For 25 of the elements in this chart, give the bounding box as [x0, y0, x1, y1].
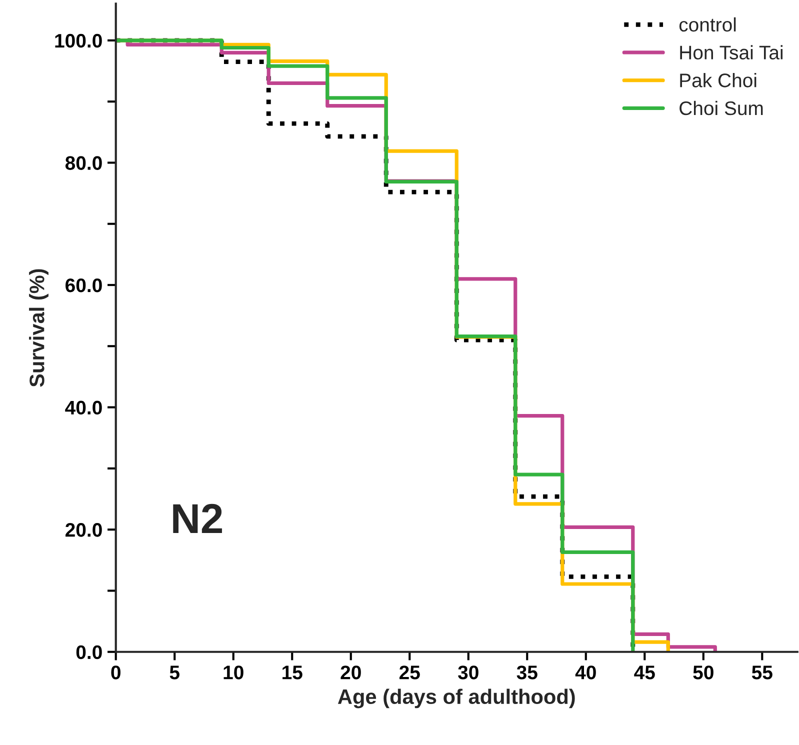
x-tick-label: 5	[170, 666, 180, 680]
x-tick-label: 35	[516, 666, 538, 680]
x-tick-label: 20	[340, 666, 361, 680]
x-tick-label: 40	[575, 666, 596, 680]
annotation: N2	[173, 504, 222, 534]
y-tick-label: 60.0	[66, 278, 102, 292]
x-tick-label: 45	[634, 666, 655, 680]
x-tick-label: 25	[399, 666, 420, 680]
legend-label: Pak Choi	[680, 73, 756, 88]
x-tick-label: 15	[282, 666, 302, 680]
y-tick-label: 40.0	[65, 400, 102, 415]
x-tick-label: 0	[111, 666, 120, 680]
y-axis-title: Survival (%)	[29, 269, 48, 387]
y-tick-label: 80.0	[65, 156, 102, 170]
x-tick-label: 30	[458, 666, 478, 680]
x-tick-label: 10	[224, 666, 244, 680]
y-tick-label: 20.0	[65, 523, 102, 537]
x-tick-label: 50	[693, 666, 714, 680]
legend-label: control	[679, 17, 736, 32]
legend-label: Hon Tsai Tai	[680, 45, 782, 60]
x-tick-label: 55	[752, 666, 772, 680]
y-tick-label: 100.0	[55, 34, 102, 48]
y-tick-label: 0.0	[76, 645, 102, 660]
x-axis-title: Age (days of adulthood)	[338, 688, 575, 708]
legend-label: Choi Sum	[680, 100, 763, 116]
